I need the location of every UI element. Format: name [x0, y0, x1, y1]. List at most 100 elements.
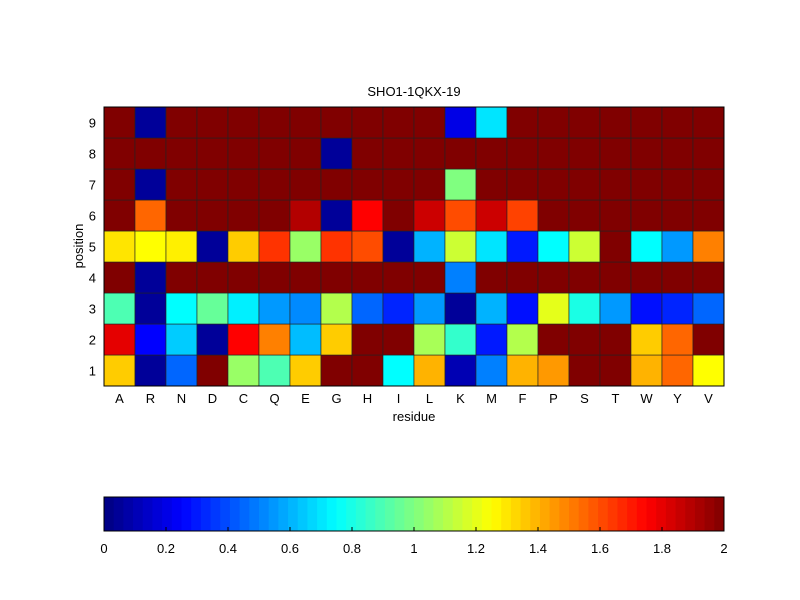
heatmap-cell [692, 323, 725, 356]
heatmap-cell [382, 168, 415, 201]
colorbar-segment [704, 497, 715, 531]
colorbar-segment [714, 497, 725, 531]
x-tick-label: Y [673, 391, 682, 406]
chart-title: SHO1-1QKX-19 [367, 84, 460, 99]
colorbar-segment [404, 497, 415, 531]
heatmap-cell [382, 230, 415, 263]
heatmap-cell [258, 199, 291, 232]
colorbar-segment [598, 497, 609, 531]
x-tick-label: E [301, 391, 310, 406]
colorbar-tick-label: 1.8 [653, 541, 671, 556]
colorbar-segment [656, 497, 667, 531]
heatmap-cell [134, 199, 167, 232]
heatmap-cell [661, 106, 694, 139]
heatmap-cell [506, 230, 539, 263]
colorbar-segment [443, 497, 454, 531]
colorbar-segment [365, 497, 376, 531]
heatmap-cell [258, 137, 291, 170]
heatmap-cell [227, 168, 260, 201]
heatmap-cell [506, 168, 539, 201]
heatmap-cell [568, 292, 601, 325]
colorbar-segment [181, 497, 192, 531]
colorbar-segment [220, 497, 231, 531]
colorbar-segment [578, 497, 589, 531]
colorbar-segment [249, 497, 260, 531]
colorbar-segment [133, 497, 144, 531]
heatmap-cell [537, 199, 570, 232]
heatmap-cell [196, 137, 229, 170]
x-tick-label: H [363, 391, 372, 406]
heatmap-cell [351, 230, 384, 263]
heatmap-cell [289, 106, 322, 139]
heatmap-cell [134, 261, 167, 294]
heatmap-cell [134, 230, 167, 263]
heatmap-cell [382, 323, 415, 356]
colorbar-segment [636, 497, 647, 531]
heatmap-cell [568, 137, 601, 170]
colorbar-segment [588, 497, 599, 531]
heatmap-cell [661, 323, 694, 356]
heatmap-cell [289, 199, 322, 232]
heatmap-cell [692, 168, 725, 201]
x-tick-label: S [580, 391, 589, 406]
colorbar-segment [113, 497, 124, 531]
heatmap-cell [165, 230, 198, 263]
heatmap-cell [289, 230, 322, 263]
heatmap-cell [475, 261, 508, 294]
heatmap-cell [444, 199, 477, 232]
heatmap-cell [134, 354, 167, 387]
heatmap-cell [506, 261, 539, 294]
y-tick-labels: 1 2 3 4 5 6 7 8 9 [89, 116, 96, 379]
heatmap-cell [630, 323, 663, 356]
heatmap-cell [568, 106, 601, 139]
heatmap-cell [289, 292, 322, 325]
heatmap-cell [599, 137, 632, 170]
heatmap-cell [165, 261, 198, 294]
heatmap-cell [320, 323, 353, 356]
y-tick-label: 6 [89, 209, 96, 224]
heatmap-cell [320, 106, 353, 139]
heatmap-cell [227, 292, 260, 325]
colorbar-segment [288, 497, 299, 531]
x-tick-label: D [208, 391, 217, 406]
heatmap-cell [444, 230, 477, 263]
x-tick-label: K [456, 391, 465, 406]
colorbar-segment [229, 497, 241, 531]
x-tick-label: C [239, 391, 248, 406]
heatmap-cell [320, 199, 353, 232]
heatmap-cell [413, 323, 446, 356]
colorbar-tick-label: 1 [410, 541, 417, 556]
heatmap-cell [413, 292, 446, 325]
heatmap-cell [661, 230, 694, 263]
heatmap-cell [537, 354, 570, 387]
heatmap-cell [289, 354, 322, 387]
heatmap-cell [475, 354, 508, 387]
heatmap-cell [661, 137, 694, 170]
heatmap-cell [568, 168, 601, 201]
x-tick-label: R [146, 391, 155, 406]
colorbar-tick-label: 1.4 [529, 541, 547, 556]
heatmap-cell [227, 106, 260, 139]
heatmap-cell [630, 354, 663, 387]
heatmap-cell [475, 292, 508, 325]
heatmap-cell [320, 230, 353, 263]
colorbar-tick-label: 0.8 [343, 541, 361, 556]
heatmap-cell [630, 261, 663, 294]
heatmap-cell [196, 230, 229, 263]
colorbar-segment [200, 497, 212, 531]
heatmap-cell [258, 292, 291, 325]
heatmap-cell [258, 168, 291, 201]
heatmap-cell [537, 168, 570, 201]
colorbar-segment [162, 497, 173, 531]
heatmap-cell [568, 261, 601, 294]
y-tick-label: 8 [89, 147, 96, 162]
heatmap-cell [320, 354, 353, 387]
heatmap-cell [227, 354, 260, 387]
heatmap-cell [599, 354, 632, 387]
colorbar-tick-label: 1.6 [591, 541, 609, 556]
heatmap-cell [661, 261, 694, 294]
plot-frame [103, 106, 725, 387]
colorbar-tick-labels: 0 0.2 0.4 0.6 0.8 1 1.2 1.4 1.6 1.8 2 [100, 527, 728, 556]
heatmap-cell [506, 292, 539, 325]
